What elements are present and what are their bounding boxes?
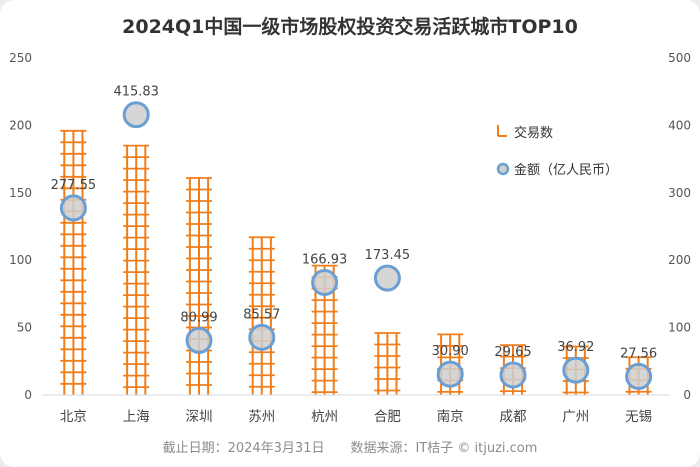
right-axis-tick-label: 200 [668, 253, 691, 267]
legend-label: 金额（亿人民币） [514, 162, 618, 178]
legend-label: 交易数 [514, 125, 553, 141]
amount-data-label: 277.55 [51, 178, 97, 193]
amount-data-label: 166.93 [302, 252, 348, 267]
amount-data-label: 30.90 [432, 344, 469, 359]
amount-point [562, 356, 590, 384]
category-label: 南京 [437, 409, 464, 425]
right-axis-tick-label: 100 [668, 321, 691, 335]
amount-point [185, 326, 213, 354]
category-label: 杭州 [311, 409, 338, 425]
amount-point [311, 268, 339, 296]
amount-data-label: 173.45 [365, 248, 411, 263]
amount-point [625, 362, 653, 390]
left-axis-tick-label: 0 [24, 388, 32, 402]
amount-point [122, 101, 150, 129]
category-label: 广州 [562, 409, 589, 425]
category-label: 上海 [123, 409, 150, 425]
amount-data-label: 80.99 [180, 310, 217, 325]
left-axis-tick-label: 250 [9, 51, 32, 65]
legend-point-swatch [496, 162, 510, 176]
right-axis-tick-label: 0 [683, 388, 691, 402]
category-label: 苏州 [248, 409, 275, 425]
category-label: 深圳 [186, 409, 213, 425]
left-axis-tick-label: 200 [9, 118, 32, 132]
amount-data-label: 85.57 [243, 307, 280, 322]
amount-point [248, 323, 276, 351]
amount-point [436, 360, 464, 388]
amount-data-label: 27.56 [620, 346, 657, 361]
amount-data-label: 415.83 [113, 85, 159, 100]
amount-point [499, 361, 527, 389]
chart-title: 2024Q1中国一级市场股权投资交易活跃城市TOP10 [122, 16, 578, 38]
amount-point [59, 194, 87, 222]
left-axis-tick-label: 150 [9, 186, 32, 200]
left-axis-tick-label: 50 [17, 321, 32, 335]
right-axis-tick-label: 500 [668, 51, 691, 65]
category-label: 成都 [500, 409, 527, 425]
amount-point [373, 264, 401, 292]
category-label: 北京 [60, 409, 87, 425]
amount-data-label: 29.65 [494, 345, 531, 360]
chart-footer: 截止日期：2024年3月31日 数据来源：IT桔子 © itjuzi.com [162, 441, 538, 456]
amount-data-label: 36.92 [557, 340, 594, 355]
left-axis-tick-label: 100 [9, 253, 32, 267]
right-axis-tick-label: 400 [668, 118, 691, 132]
right-axis-tick-label: 300 [668, 186, 691, 200]
category-label: 合肥 [374, 409, 401, 425]
category-label: 无锡 [625, 409, 652, 425]
